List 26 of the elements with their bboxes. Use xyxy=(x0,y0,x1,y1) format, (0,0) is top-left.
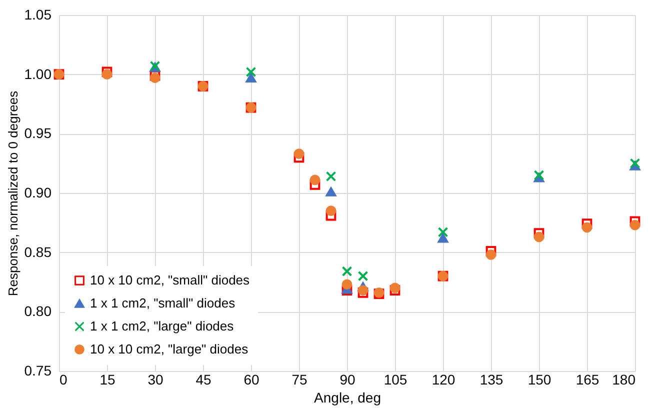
x-tick-label: 120 xyxy=(432,372,456,388)
x-tick-label: 135 xyxy=(480,372,504,388)
x-tick-label: 60 xyxy=(244,372,260,388)
x-tick-label: 30 xyxy=(148,372,164,388)
y-tick-label: 1.00 xyxy=(24,66,52,82)
x-tick-label: 105 xyxy=(384,372,408,388)
y-axis-title: Response, normalized to 0 degrees xyxy=(5,90,20,296)
x-tick-label: 90 xyxy=(340,372,356,388)
y-tick-label: 0.90 xyxy=(24,184,52,200)
y-tick-label: 0.75 xyxy=(24,362,52,378)
x-axis-title: Angle, deg xyxy=(314,390,381,406)
legend-label: 10 x 10 cm2, "small" diodes xyxy=(90,272,250,288)
y-tick-label: 1.05 xyxy=(24,6,52,22)
x-tick-label: 180 xyxy=(612,372,636,388)
x-tick-label: 150 xyxy=(528,372,552,388)
legend-label: 10 x 10 cm2, "large" diodes xyxy=(90,342,249,356)
x-tick-label: 75 xyxy=(292,372,308,388)
y-tick-label: 0.80 xyxy=(24,303,52,320)
x-tick-label: 45 xyxy=(196,372,212,388)
y-tick-label: 0.85 xyxy=(24,244,52,260)
x-tick-label: 165 xyxy=(576,372,600,388)
x-tick-label: 15 xyxy=(100,372,116,388)
legend-label: 1 x 1 cm2, "small" diodes xyxy=(90,296,236,310)
x-tick-label: 0 xyxy=(60,372,68,388)
y-tick-label: 0.95 xyxy=(24,125,52,142)
legend-label: 1 x 1 cm2, "large" diodes xyxy=(90,318,234,334)
